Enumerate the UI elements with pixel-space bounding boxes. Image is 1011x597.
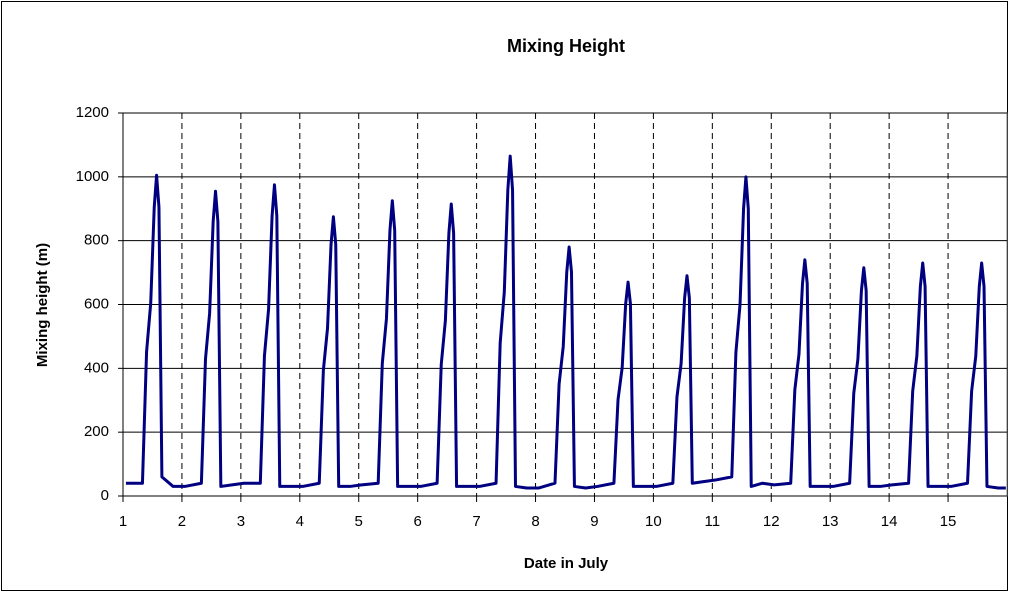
x-tick-label: 4 <box>296 513 304 530</box>
y-axis-label: Mixing height (m) <box>34 243 51 367</box>
x-tick-label: 3 <box>237 513 245 530</box>
x-tick-label: 5 <box>355 513 363 530</box>
y-tick-label: 600 <box>84 295 109 312</box>
y-tick-label: 1200 <box>76 104 109 121</box>
x-tick-label: 8 <box>531 513 539 530</box>
y-tick-label: 200 <box>84 423 109 440</box>
data-line <box>125 154 1006 490</box>
chart-title: Mixing Height <box>507 36 625 56</box>
y-tick-label: 400 <box>84 359 109 376</box>
x-tick-label: 10 <box>645 513 662 530</box>
y-tick-label: 0 <box>101 487 109 504</box>
x-tick-label: 1 <box>119 513 127 530</box>
x-tick-label: 7 <box>472 513 480 530</box>
x-tick-label: 6 <box>413 513 421 530</box>
x-tick-label: 9 <box>590 513 598 530</box>
x-tick-label: 15 <box>940 513 957 530</box>
x-tick-label: 12 <box>763 513 780 530</box>
x-axis-label: Date in July <box>524 555 609 572</box>
y-tick-label: 800 <box>84 232 109 249</box>
x-tick-label: 13 <box>822 513 839 530</box>
y-tick-label: 1000 <box>76 168 109 185</box>
x-tick-label: 2 <box>178 513 186 530</box>
x-tick-label: 14 <box>881 513 898 530</box>
x-tick-label: 11 <box>705 513 721 530</box>
